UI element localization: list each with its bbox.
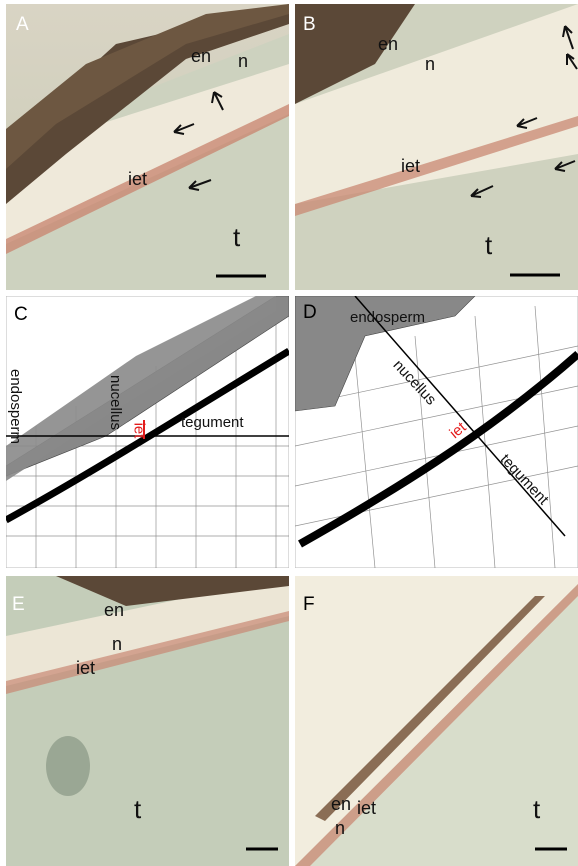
panel-a-arrows <box>173 91 224 191</box>
panel-c: C endosperm nucellus iet tegument <box>6 296 289 568</box>
label-n: n <box>335 818 346 838</box>
label-iet: iet <box>130 422 148 439</box>
measurement-line <box>354 296 566 537</box>
label-en: en <box>191 46 212 66</box>
arrow-icon <box>470 185 494 198</box>
arrow-icon <box>188 179 212 191</box>
panel-f-micrograph <box>295 576 578 866</box>
label-n: n <box>425 54 436 74</box>
panel-e: E en n iet t <box>6 576 289 866</box>
panel-e-micrograph <box>6 576 289 866</box>
iet-line <box>6 348 289 524</box>
iet-line <box>298 350 578 548</box>
label-endosperm: endosperm <box>7 368 25 445</box>
label-en: en <box>378 34 399 54</box>
panel-b: B en n iet t <box>295 4 578 290</box>
panel-a: A en n iet t <box>6 4 289 290</box>
panel-c-diagram <box>6 296 289 568</box>
label-nucellus: nucellus <box>107 374 125 431</box>
arrow-icon <box>554 160 576 172</box>
label-t: t <box>134 794 142 824</box>
label-t: t <box>485 230 493 260</box>
label-iet: iet <box>401 156 421 176</box>
arrow-icon <box>173 123 195 135</box>
panel-d-diagram <box>295 296 578 568</box>
label-iet: iet <box>357 798 377 818</box>
label-n: n <box>112 634 123 654</box>
label-t: t <box>533 794 541 824</box>
arrow-icon <box>562 25 574 50</box>
label-n: n <box>238 51 249 71</box>
panel-a-micrograph <box>6 4 289 290</box>
panel-b-micrograph <box>295 4 578 290</box>
arrow-icon <box>516 117 538 129</box>
panel-f-letter: F <box>303 594 315 615</box>
label-en: en <box>104 600 125 620</box>
panel-d-letter: D <box>303 302 317 323</box>
panel-c-letter: C <box>14 304 28 325</box>
arrow-icon <box>566 53 578 70</box>
panel-b-arrows <box>470 25 578 198</box>
label-t: t <box>233 222 241 252</box>
panel-b-letter: B <box>303 14 316 35</box>
panel-e-letter: E <box>12 594 25 615</box>
label-endosperm: endosperm <box>350 309 426 326</box>
label-iet: iet <box>76 658 96 678</box>
label-tegument: tegument <box>181 414 244 431</box>
label-iet: iet <box>128 169 148 189</box>
arrow-icon <box>211 91 224 111</box>
label-en: en <box>331 794 352 814</box>
panel-f: F en iet n t <box>295 576 578 866</box>
panel-d: D endosperm nucellus iet tegument <box>295 296 578 568</box>
panel-a-letter: A <box>16 14 29 35</box>
